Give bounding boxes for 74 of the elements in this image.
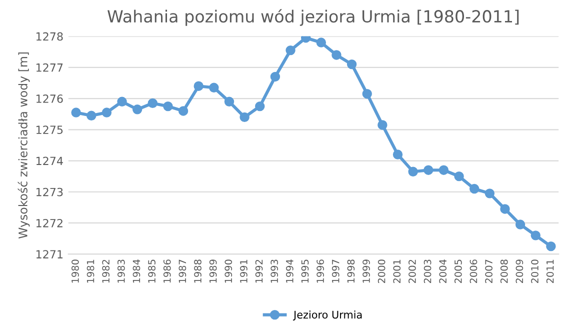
x-tick-label: 1982 xyxy=(102,260,110,283)
point xyxy=(316,38,326,48)
point xyxy=(209,82,219,92)
y-tick-label: 1271 xyxy=(36,250,63,258)
x-tick-label: 1990 xyxy=(224,260,232,283)
x-tick-label: 1980 xyxy=(72,260,79,283)
point xyxy=(132,104,142,114)
y-tick-label: 1276 xyxy=(36,94,63,103)
point xyxy=(286,45,296,56)
x-tick-label: 2007 xyxy=(485,260,492,283)
point xyxy=(148,98,158,108)
x-tick-label: 1999 xyxy=(362,260,370,283)
point xyxy=(332,50,342,60)
point xyxy=(392,150,403,160)
point xyxy=(224,96,234,106)
point xyxy=(438,165,449,175)
x-tick-label: 1983 xyxy=(117,260,125,283)
x-tick-label: 1992 xyxy=(255,260,263,283)
x-tick-label: 1994 xyxy=(286,260,294,283)
point xyxy=(469,184,480,194)
point xyxy=(515,220,526,230)
x-tick-label: 2005 xyxy=(454,260,462,283)
point xyxy=(240,112,250,122)
x-tick-label: 2009 xyxy=(516,260,524,283)
x-tick-label: 1995 xyxy=(301,260,309,283)
x-tick-label: 2003 xyxy=(424,260,432,283)
x-tick-label: 2000 xyxy=(378,260,386,283)
legend-label: Jezioro Urmia xyxy=(292,310,362,321)
point xyxy=(346,59,357,70)
point xyxy=(71,108,81,118)
x-tick-label: 1989 xyxy=(209,260,217,283)
point xyxy=(484,188,495,198)
x-tick-label: 1997 xyxy=(332,260,340,283)
point xyxy=(194,81,204,91)
y-tick-label: 1272 xyxy=(36,218,62,228)
x-tick-label: 2008 xyxy=(500,260,508,283)
point xyxy=(270,72,280,82)
y-tick-label: 1278 xyxy=(36,32,63,41)
x-tick-label: 1993 xyxy=(270,260,278,283)
x-tick-label: 1984 xyxy=(132,260,140,283)
x-tick-label: 2011 xyxy=(546,260,554,283)
x-tick-label: 1996 xyxy=(316,260,324,283)
point xyxy=(408,166,418,177)
x-tick-label: 2004 xyxy=(439,260,447,283)
x-tick-label: 2001 xyxy=(393,260,401,283)
y-tick-label: 1275 xyxy=(36,126,63,134)
point xyxy=(163,101,173,112)
chart-title: Wahania poziomu wód jeziora Urmia [1980-2011] xyxy=(108,9,519,26)
point xyxy=(102,108,112,118)
point xyxy=(178,106,188,116)
point xyxy=(500,204,510,214)
x-tick-label: 1998 xyxy=(347,260,355,283)
x-tick-label: 2006 xyxy=(470,260,478,283)
x-tick-label: 1991 xyxy=(240,260,248,283)
point xyxy=(117,96,127,106)
point xyxy=(546,241,556,252)
x-tick-label: 2010 xyxy=(531,260,538,283)
x-tick-label: 1987 xyxy=(178,260,186,283)
point xyxy=(255,101,265,112)
y-tick-label: 1273 xyxy=(36,188,63,196)
point xyxy=(424,165,434,175)
y-axis-title: Wysokość zwierciadła wody [m] xyxy=(18,52,30,239)
x-tick-label: 1988 xyxy=(194,260,202,283)
x-tick-label: 1985 xyxy=(148,260,156,283)
point xyxy=(454,171,464,182)
point xyxy=(530,230,540,240)
x-tick-label: 2002 xyxy=(408,260,416,283)
point xyxy=(86,110,96,121)
point xyxy=(362,89,372,99)
x-tick-label: 1981 xyxy=(86,260,94,283)
y-tick-label: 1274 xyxy=(36,156,63,165)
y-tick-label: 1277 xyxy=(36,63,63,72)
x-tick-label: 1986 xyxy=(163,260,171,283)
point xyxy=(378,120,388,130)
